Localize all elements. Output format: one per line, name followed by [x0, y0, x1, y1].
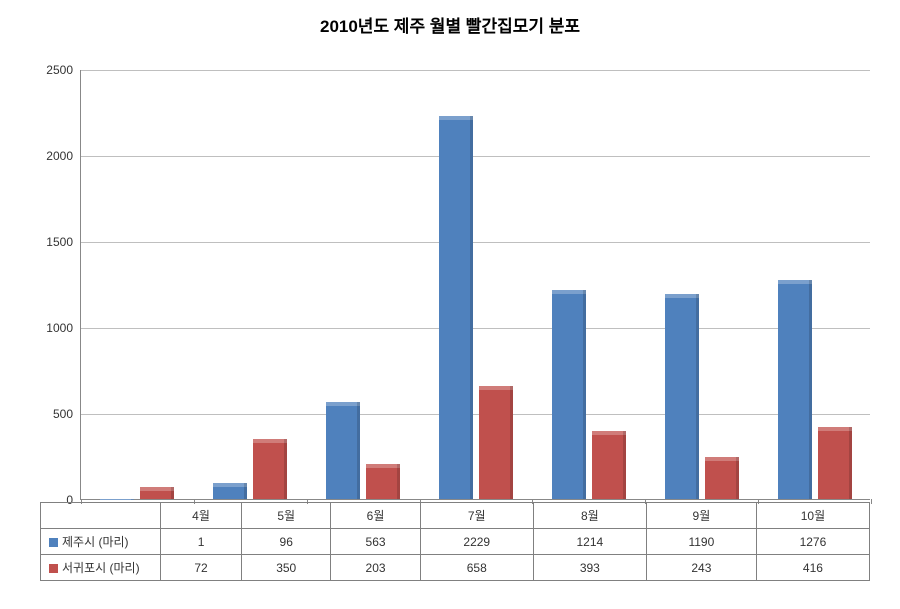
data-cell: 1	[161, 529, 242, 555]
data-cell: 350	[242, 555, 331, 581]
data-cell: 563	[331, 529, 420, 555]
table-row: 서귀포시 (마리) 72350203658393243416	[41, 555, 870, 581]
chart-title: 2010년도 제주 월별 빨간집모기 분포	[0, 12, 900, 37]
category-cell: 9월	[646, 503, 756, 529]
bar	[326, 402, 360, 499]
bar	[253, 439, 287, 499]
bar	[665, 294, 699, 499]
data-cell: 96	[242, 529, 331, 555]
plot-area: 05001000150020002500	[80, 70, 870, 500]
series-name: 서귀포시 (마리)	[62, 561, 140, 575]
legend-swatch	[49, 564, 58, 573]
data-cell: 2229	[420, 529, 533, 555]
bar-group	[758, 70, 871, 499]
x-tick	[871, 499, 872, 504]
bar	[592, 431, 626, 499]
data-cell: 243	[646, 555, 756, 581]
data-cell: 203	[331, 555, 420, 581]
bar-group	[194, 70, 307, 499]
bar-group	[81, 70, 194, 499]
category-cell: 5월	[242, 503, 331, 529]
series-name: 제주시 (마리)	[62, 535, 129, 549]
bar	[439, 116, 473, 499]
bar	[479, 386, 513, 499]
data-cell: 1276	[756, 529, 869, 555]
y-tick-label: 1500	[21, 235, 81, 249]
legend-swatch	[49, 538, 58, 547]
y-tick-label: 2500	[21, 63, 81, 77]
bar	[705, 457, 739, 499]
bar	[140, 487, 174, 499]
y-tick-label: 500	[21, 407, 81, 421]
category-cell: 6월	[331, 503, 420, 529]
data-table: 4월5월6월7월8월9월10월제주시 (마리) 19656322291214119…	[40, 502, 870, 581]
bar-group	[532, 70, 645, 499]
bar	[778, 280, 812, 499]
series-header: 서귀포시 (마리)	[41, 555, 161, 581]
category-cell: 4월	[161, 503, 242, 529]
series-header: 제주시 (마리)	[41, 529, 161, 555]
data-cell: 658	[420, 555, 533, 581]
table-corner	[41, 503, 161, 529]
data-cell: 72	[161, 555, 242, 581]
y-tick-label: 1000	[21, 321, 81, 335]
data-cell: 416	[756, 555, 869, 581]
data-cell: 393	[533, 555, 646, 581]
table-row: 제주시 (마리) 1965632229121411901276	[41, 529, 870, 555]
bar	[213, 483, 247, 500]
data-cell: 1214	[533, 529, 646, 555]
y-tick-label: 2000	[21, 149, 81, 163]
category-cell: 8월	[533, 503, 646, 529]
category-cell: 10월	[756, 503, 869, 529]
chart-container: 2010년도 제주 월별 빨간집모기 분포 050010001500200025…	[0, 0, 900, 609]
category-cell: 7월	[420, 503, 533, 529]
bar-group	[645, 70, 758, 499]
bar	[552, 290, 586, 499]
category-row: 4월5월6월7월8월9월10월	[41, 503, 870, 529]
bar	[366, 464, 400, 499]
bar-group	[307, 70, 420, 499]
bar-group	[420, 70, 533, 499]
data-cell: 1190	[646, 529, 756, 555]
bar	[818, 427, 852, 499]
